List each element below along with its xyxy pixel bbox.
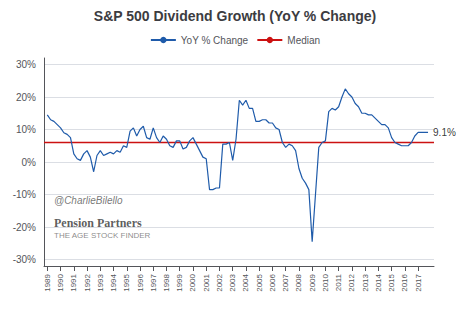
svg-text:2012: 2012: [347, 273, 356, 291]
svg-text:2005: 2005: [255, 273, 264, 291]
svg-text:YoY % Change: YoY % Change: [181, 35, 249, 46]
svg-text:2004: 2004: [241, 273, 250, 291]
svg-text:1991: 1991: [69, 273, 78, 291]
svg-text:2010: 2010: [321, 273, 330, 291]
svg-text:2009: 2009: [308, 273, 317, 291]
svg-text:2008: 2008: [294, 273, 303, 291]
svg-text:2017: 2017: [414, 273, 423, 291]
svg-text:0%: 0%: [22, 157, 37, 168]
svg-text:-20%: -20%: [13, 222, 36, 233]
svg-text:1989: 1989: [43, 273, 52, 291]
svg-text:1993: 1993: [96, 273, 105, 291]
svg-text:1998: 1998: [162, 273, 171, 291]
svg-text:2006: 2006: [268, 273, 277, 291]
svg-text:2013: 2013: [361, 273, 370, 291]
svg-text:-30%: -30%: [13, 254, 36, 265]
svg-text:@CharlieBilello: @CharlieBilello: [54, 195, 123, 206]
svg-text:1999: 1999: [175, 273, 184, 291]
svg-text:2015: 2015: [387, 273, 396, 291]
svg-text:THE AGE STOCK FINDER: THE AGE STOCK FINDER: [54, 231, 151, 240]
svg-text:Pension Partners: Pension Partners: [54, 215, 142, 230]
svg-text:1990: 1990: [56, 273, 65, 291]
svg-text:1992: 1992: [83, 273, 92, 291]
svg-text:30%: 30%: [16, 59, 36, 70]
svg-text:2011: 2011: [334, 273, 343, 291]
svg-text:2000: 2000: [188, 273, 197, 291]
svg-text:20%: 20%: [16, 92, 36, 103]
svg-text:2007: 2007: [281, 273, 290, 291]
svg-text:2003: 2003: [228, 273, 237, 291]
svg-text:1996: 1996: [136, 273, 145, 291]
svg-text:-10%: -10%: [13, 189, 36, 200]
svg-text:2002: 2002: [215, 273, 224, 291]
svg-text:9.1%: 9.1%: [433, 127, 456, 138]
svg-text:2014: 2014: [374, 273, 383, 291]
svg-text:S&P 500 Dividend Growth (YoY %: S&P 500 Dividend Growth (YoY % Change): [94, 8, 376, 24]
svg-text:2016: 2016: [400, 273, 409, 291]
svg-text:1995: 1995: [122, 273, 131, 291]
svg-text:1994: 1994: [109, 273, 118, 291]
svg-text:10%: 10%: [16, 124, 36, 135]
svg-text:Median: Median: [287, 35, 320, 46]
svg-text:2001: 2001: [202, 273, 211, 291]
svg-text:1997: 1997: [149, 273, 158, 291]
